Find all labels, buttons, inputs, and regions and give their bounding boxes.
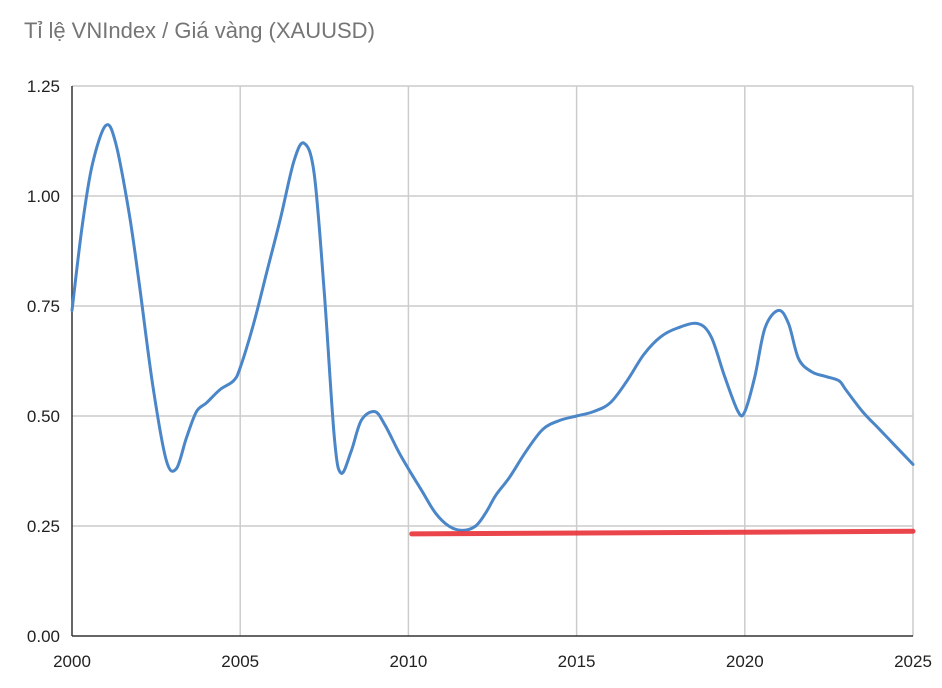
y-tick-labels: 0.00 0.25 0.50 0.75 1.00 1.25 [27, 77, 60, 646]
series-line [70, 123, 915, 532]
y-tick-label: 0.75 [27, 297, 60, 316]
x-tick-labels: 2000 2005 2010 2015 2020 2025 [53, 652, 932, 671]
y-tick-label: 0.25 [27, 517, 60, 536]
grid-lines [72, 85, 914, 636]
x-tick-label: 2020 [726, 652, 764, 671]
x-tick-label: 2000 [53, 652, 91, 671]
x-tick-label: 2010 [389, 652, 427, 671]
series-lines [70, 123, 916, 537]
y-tick-label: 1.25 [27, 77, 60, 96]
y-tick-label: 0.00 [27, 627, 60, 646]
x-tick-label: 2005 [221, 652, 259, 671]
y-tick-label: 0.50 [27, 407, 60, 426]
x-tick-label: 2015 [558, 652, 596, 671]
y-tick-label: 1.00 [27, 187, 60, 206]
annotation-line [409, 528, 916, 537]
axes [71, 86, 913, 637]
chart-title: Tỉ lệ VNIndex / Giá vàng (XAUUSD) [24, 18, 375, 43]
x-tick-label: 2025 [894, 652, 932, 671]
